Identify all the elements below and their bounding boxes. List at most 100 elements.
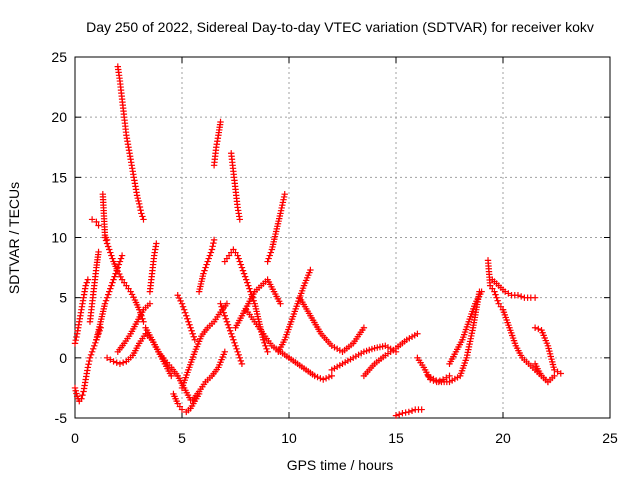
arc-05-point: [107, 285, 114, 292]
arc-07-point: [109, 255, 116, 262]
arc-05-point: [108, 282, 115, 289]
arc-01-point: [72, 387, 79, 394]
y-axis-title: SDTVAR / TECUs: [6, 182, 22, 294]
arc-20-point: [236, 216, 243, 223]
arc-09-point: [107, 356, 114, 363]
arc-21-point: [241, 273, 249, 280]
arc-18-point: [217, 118, 224, 126]
arc-09-point: [116, 360, 124, 368]
arc-21-point: [244, 279, 251, 286]
arc-14-point: [174, 292, 181, 299]
arc-24-point: [280, 193, 288, 201]
arc-08-point: [140, 216, 147, 223]
arc-14-point: [188, 327, 195, 334]
arc-19-point: [217, 300, 224, 307]
arc-01-point: [73, 390, 80, 397]
arc-19-point: [234, 348, 241, 356]
arc-07-point: [103, 240, 111, 247]
arc-17-point: [204, 258, 211, 265]
arc-16-point: [221, 348, 228, 356]
arc-35-point: [501, 288, 509, 295]
arc-30-point: [399, 409, 406, 417]
arc-17-point: [207, 249, 215, 256]
arc-05-point: [118, 252, 126, 259]
arc-34-point: [491, 288, 498, 295]
arc-38-point: [551, 372, 558, 380]
arc-19-point: [229, 333, 236, 340]
arc-05-point: [110, 276, 117, 283]
arc-19-point: [221, 312, 228, 319]
arc-19-point: [223, 318, 231, 325]
arc-01-point: [79, 391, 86, 399]
arc-30-point: [396, 411, 403, 418]
arc-15-point: [223, 300, 231, 307]
arc-08-point: [134, 194, 141, 202]
arc-08-point: [136, 203, 144, 211]
arc-11-point: [153, 240, 160, 247]
arc-01-point: [86, 354, 94, 362]
arc-24-point: [264, 258, 271, 265]
arc-19-point: [235, 351, 242, 359]
arc-14-point: [179, 303, 187, 310]
arc-05-point: [116, 258, 124, 265]
arc-37-point: [554, 368, 561, 375]
y-tick-label-0: -5: [55, 410, 68, 426]
arc-01-point: [92, 339, 99, 346]
arc-14-point: [178, 300, 186, 307]
arc-21-point: [243, 276, 250, 283]
arc-35-point: [514, 292, 522, 299]
arc-02-point: [73, 333, 80, 341]
arc-14-point: [177, 297, 184, 305]
arc-19-point: [232, 342, 239, 349]
arc-19-point: [228, 330, 235, 337]
arc-08-point: [137, 207, 144, 214]
arc-14-point: [190, 333, 197, 340]
arc-14-point: [180, 306, 188, 313]
arc-19-point: [236, 354, 243, 362]
arc-02-point: [83, 279, 90, 286]
arc-13-point: [178, 406, 186, 413]
arc-24-point: [278, 204, 285, 212]
arc-21-point: [264, 348, 271, 356]
arc-19-point: [230, 336, 237, 343]
arc-21-point: [245, 282, 252, 289]
arc-01-point: [71, 384, 79, 392]
arc-17-point: [200, 270, 207, 277]
arc-29-point: [414, 330, 421, 337]
arc-21-point: [237, 261, 245, 268]
arc-10-point: [146, 300, 154, 307]
y-tick-label-6: 25: [51, 49, 67, 65]
arc-17-point: [203, 261, 210, 268]
arc-05-point: [103, 294, 111, 301]
x-tick-label-5: 25: [602, 430, 618, 446]
arc-26-point: [325, 373, 333, 381]
arc-07-point: [106, 246, 113, 253]
arc-08-point: [139, 213, 146, 220]
arc-09-point: [103, 354, 111, 362]
arc-19-point: [238, 360, 246, 368]
arc-05-point: [104, 291, 112, 298]
arc-01-point: [89, 345, 97, 353]
arc-34-point: [492, 291, 499, 298]
arc-08-point: [138, 210, 145, 217]
arc-14-point: [189, 330, 196, 337]
arc-21-point: [263, 345, 270, 353]
y-tick-label-4: 15: [51, 169, 67, 185]
arc-07-point: [117, 273, 124, 281]
arc-31-point: [446, 372, 453, 380]
arc-35-point: [505, 290, 512, 297]
arc-30-point: [408, 407, 416, 414]
arc-37-point: [557, 370, 564, 377]
x-axis-tick-labels: 0 5 10 15 20 25: [71, 430, 618, 446]
arc-01-point: [84, 364, 92, 371]
arc-09-point: [119, 359, 127, 366]
arc-21-point: [236, 258, 243, 265]
arc-19-point: [225, 324, 233, 331]
arc-05-point: [111, 273, 118, 280]
arc-24-point: [279, 199, 287, 206]
arc-04-point: [95, 222, 102, 229]
arc-35-point: [531, 294, 539, 301]
arc-07-point: [102, 237, 110, 244]
plot-frame: [74, 56, 611, 419]
